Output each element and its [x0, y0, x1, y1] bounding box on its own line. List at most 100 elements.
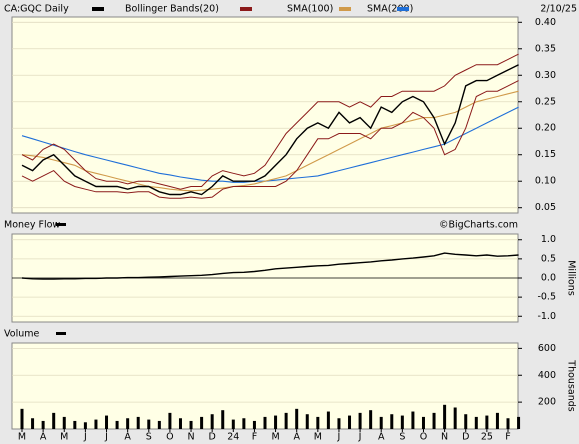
panel-header	[0, 215, 579, 233]
bar	[41, 420, 45, 429]
x-tick-label: J	[104, 432, 108, 443]
x-tick-label: O	[420, 432, 427, 443]
x-tick-label: J	[358, 432, 362, 443]
bar	[485, 415, 489, 429]
x-tick-label: M	[314, 432, 322, 443]
x-tick-label: N	[441, 432, 448, 443]
bar	[126, 418, 130, 429]
bar	[274, 415, 278, 429]
x-tick-label: F	[505, 432, 510, 443]
bar	[147, 419, 151, 429]
bar	[52, 412, 56, 429]
y-tick-label: 0.10	[535, 176, 556, 187]
y-tick-label: 600	[538, 343, 556, 354]
x-tick-label: J	[337, 432, 341, 443]
y-tick-label: -0.5	[537, 292, 556, 303]
x-tick-label: D	[209, 432, 216, 443]
bar	[178, 418, 182, 429]
bar	[157, 420, 161, 429]
bar	[474, 416, 478, 429]
legend-swatch	[397, 7, 409, 11]
x-tick-label: J	[83, 432, 87, 443]
bar	[400, 415, 404, 429]
x-tick-label: M	[60, 432, 68, 443]
bar	[337, 418, 341, 429]
series-line	[21, 90, 519, 192]
y-tick-label: 0.35	[535, 43, 556, 54]
x-tick-label: F	[252, 432, 257, 443]
x-tick-label: A	[124, 432, 131, 443]
bar	[136, 416, 140, 429]
bar	[200, 416, 204, 429]
x-tick-label: M	[18, 432, 26, 443]
bar	[453, 407, 457, 429]
y-tick-label: 400	[538, 370, 556, 381]
panel-title: Volume	[4, 329, 39, 340]
plot-area	[11, 16, 519, 214]
bar	[242, 418, 246, 429]
y-tick-label: 0.25	[535, 96, 556, 107]
bar	[252, 420, 256, 429]
bar	[295, 408, 299, 429]
y-tick-label: 0.0	[541, 273, 556, 284]
annotation: ©BigCharts.com	[439, 220, 518, 231]
y-tick-label: 0.5	[541, 253, 556, 264]
x-tick-label: D	[462, 432, 469, 443]
legend-swatch	[339, 7, 351, 11]
series-line	[21, 252, 519, 280]
legend-swatch	[92, 7, 104, 11]
panel-header	[0, 0, 579, 16]
panel-title: Money Flow	[4, 220, 60, 231]
bar	[284, 412, 288, 429]
plot-area	[11, 342, 519, 430]
legend-swatch	[56, 223, 66, 226]
x-tick-label: M	[271, 432, 279, 443]
y-tick-label: 1.0	[541, 234, 556, 245]
panel-header	[0, 324, 579, 342]
bar	[94, 419, 98, 429]
bar	[495, 412, 499, 429]
bar	[105, 415, 109, 429]
y-tick-label: 0.40	[535, 17, 556, 28]
y-tick-label: 0.30	[535, 70, 556, 81]
bar	[358, 412, 362, 429]
bar	[316, 416, 320, 429]
bar	[221, 410, 225, 429]
series-line	[21, 106, 519, 183]
y-tick-label: -1.0	[537, 311, 556, 322]
x-tick-label: O	[166, 432, 173, 443]
bar	[62, 416, 66, 429]
legend-label: Bollinger Bands(20)	[125, 4, 219, 15]
x-tick-label: 24	[227, 432, 239, 443]
y-tick-label: 0.20	[535, 123, 556, 134]
x-tick-label: N	[187, 432, 194, 443]
x-tick-label: 25	[481, 432, 493, 443]
bar	[83, 422, 87, 429]
bar	[31, 418, 35, 429]
x-tick-label: A	[378, 432, 385, 443]
bar	[432, 412, 436, 429]
bar	[443, 404, 447, 429]
bar	[379, 416, 383, 429]
date-label: 2/10/25	[540, 4, 577, 15]
bar	[20, 408, 24, 429]
bar	[517, 416, 521, 429]
series-line	[21, 53, 519, 190]
bar	[506, 418, 510, 429]
bar	[390, 414, 394, 429]
bar	[231, 419, 235, 429]
x-tick-label: A	[293, 432, 300, 443]
bar	[168, 412, 172, 429]
legend-label: CA:GQC Daily	[4, 4, 69, 15]
legend-swatch	[56, 332, 66, 335]
bar	[464, 414, 468, 429]
bar	[348, 415, 352, 429]
x-tick-label: S	[146, 432, 152, 443]
legend-swatch	[240, 7, 252, 11]
x-tick-label: A	[40, 432, 47, 443]
bar	[73, 420, 77, 429]
legend-label: SMA(200)	[367, 4, 413, 15]
bar	[115, 420, 119, 429]
y-axis-label: Thousands	[566, 359, 577, 411]
